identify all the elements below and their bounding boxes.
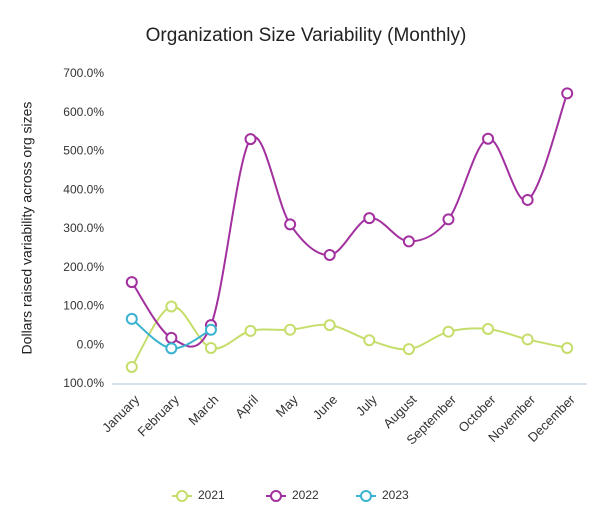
y-tick-label: 100.0% [63,299,104,313]
legend-label: 2022 [292,488,319,502]
x-tick-label: February [135,392,183,440]
data-point [363,334,376,347]
legend-marker [360,490,372,502]
data-point [521,333,534,346]
data-point [442,213,455,226]
legend-label: 2021 [198,488,225,502]
data-point [284,323,297,336]
data-point [561,341,574,354]
data-point [125,360,138,373]
data-point [323,248,336,261]
y-tick-label: 0.0% [77,337,105,351]
x-tick-label: April [232,392,261,421]
x-tick-label: July [353,392,380,419]
data-point [165,342,178,355]
data-point [402,343,415,356]
legend-label: 2023 [382,488,409,502]
data-point [482,322,495,335]
y-tick-label: 200.0% [63,260,104,274]
x-tick-label: March [185,392,221,428]
y-tick-label: 500.0% [63,144,104,158]
series-line [130,93,569,348]
chart-title: Organization Size Variability (Monthly) [146,25,467,46]
y-tick-label: 100.0% [63,376,104,390]
x-tick-label: May [273,392,301,420]
y-tick-label: 300.0% [63,221,104,235]
x-tick-label: June [310,392,341,423]
data-point [204,341,217,354]
legend-marker [270,490,282,502]
data-point [323,319,336,332]
data-point [442,325,455,338]
y-tick-label: 400.0% [63,182,104,196]
data-point [363,212,376,225]
y-tick-label: 600.0% [63,105,104,119]
data-point [244,324,257,337]
data-point [521,193,534,206]
data-point [561,87,574,100]
series-line [130,305,568,368]
data-point [482,132,495,145]
y-axis-title: Dollars raised variability across org si… [19,102,35,355]
data-point [204,323,217,336]
data-point [402,235,415,248]
data-point [165,300,178,313]
data-point [284,218,297,231]
data-point [125,276,138,289]
data-point [244,133,257,146]
legend-marker [176,490,188,502]
data-point [165,331,178,344]
data-point [125,312,138,325]
y-tick-label: 700.0% [63,66,104,80]
